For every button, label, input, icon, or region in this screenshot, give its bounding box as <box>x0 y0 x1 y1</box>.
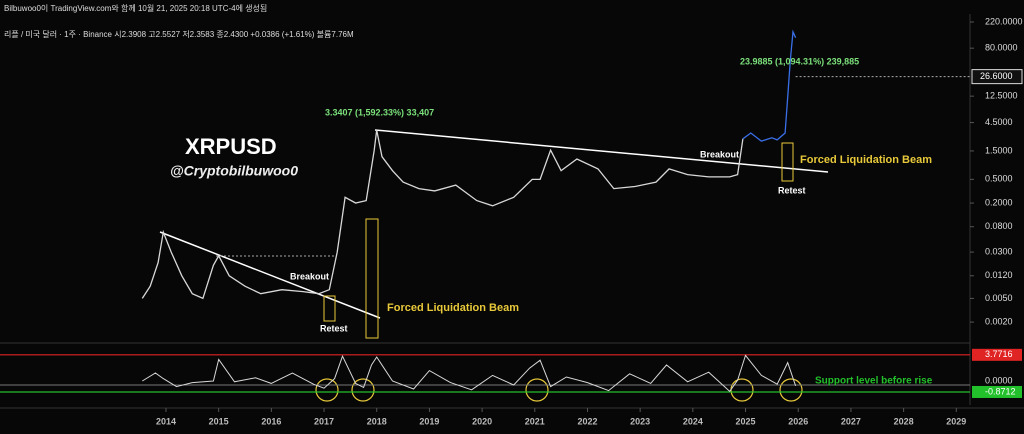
reference-label: -0.8712 <box>985 386 1016 396</box>
y-tick-label: 0.5000 <box>985 174 1013 184</box>
chart-subtitle: @Cryptobilbuwoo0 <box>170 163 298 179</box>
annotation: Retest <box>320 323 348 333</box>
price-marker-tag <box>971 69 1023 85</box>
y-tick-label: 220.0000 <box>985 16 1023 26</box>
annotation: 3.3407 (1,592.33%) 33,407 <box>325 107 434 117</box>
x-tick-label: 2027 <box>841 416 861 426</box>
x-tick-label: 2029 <box>946 416 966 426</box>
y-tick-label: 0.0800 <box>985 221 1013 231</box>
chart-title: XRPUSD <box>185 134 277 159</box>
x-tick-label: 2024 <box>683 416 703 426</box>
series-line <box>141 129 744 300</box>
retest-box <box>781 142 794 182</box>
retest-box <box>323 295 336 322</box>
reference-tag <box>972 385 1022 398</box>
annotation: Forced Liquidation Beam <box>387 302 519 314</box>
series-line <box>142 354 797 393</box>
reference-tag <box>972 348 1022 361</box>
y-tick-label: 1.5000 <box>985 145 1013 155</box>
y-tick-label: 0.0020 <box>985 316 1013 326</box>
trend-line <box>374 129 829 173</box>
x-tick-label: 2019 <box>419 416 439 426</box>
x-tick-label: 2023 <box>630 416 650 426</box>
annotation: 23.9885 (1,094.31%) 239,885 <box>740 56 859 66</box>
y2-tick-label: 0.0000 <box>985 375 1013 385</box>
y-tick-label: 0.0120 <box>985 270 1013 280</box>
symbol-info: 리플 / 미국 달러 · 1주 · Binance 시2.3908 고2.552… <box>4 29 354 39</box>
circle <box>315 378 339 402</box>
circle <box>351 378 375 402</box>
circle <box>779 378 803 402</box>
x-tick-label: 2014 <box>156 416 176 426</box>
y-tick-label: 0.2000 <box>985 197 1013 207</box>
source-note: Bilbuwoo0이 TradingView.com와 함께 10월 21, 2… <box>4 3 267 13</box>
annotation: Breakout <box>700 149 739 159</box>
beam-box <box>365 218 379 339</box>
series-line <box>742 29 797 142</box>
y-tick-label: 0.0050 <box>985 293 1013 303</box>
x-tick-label: 2026 <box>788 416 808 426</box>
price-marker-label: 26.6000 <box>980 71 1013 81</box>
circle <box>525 378 549 402</box>
y-tick-label: 12.5000 <box>985 91 1018 101</box>
annotation: Breakout <box>290 271 329 281</box>
y-tick-label: 0.0300 <box>985 246 1013 256</box>
x-tick-label: 2028 <box>894 416 914 426</box>
x-tick-label: 2025 <box>736 416 756 426</box>
x-tick-label: 2021 <box>525 416 545 426</box>
annotation: Support level before rise <box>815 376 933 387</box>
y-tick-label: 4.5000 <box>985 117 1013 127</box>
x-tick-label: 2017 <box>314 416 334 426</box>
trend-line <box>159 231 381 319</box>
reference-label: 3.7716 <box>985 349 1013 359</box>
y-tick-label: 80.0000 <box>985 43 1018 53</box>
x-tick-label: 2016 <box>261 416 281 426</box>
x-tick-label: 2022 <box>577 416 597 426</box>
x-tick-label: 2020 <box>472 416 492 426</box>
annotation: Forced Liquidation Beam <box>800 154 932 166</box>
x-tick-label: 2018 <box>367 416 387 426</box>
annotation: Retest <box>778 185 806 195</box>
x-tick-label: 2015 <box>209 416 229 426</box>
